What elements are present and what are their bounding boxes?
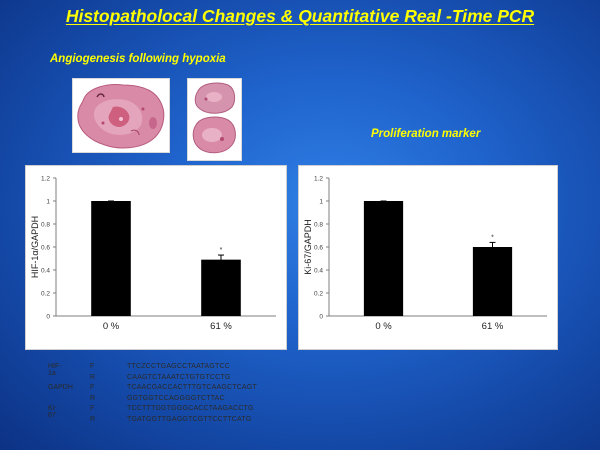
proliferation-subtitle: Proliferation marker [371, 128, 481, 140]
primer-sequence: CAAGTCTAAATCTGTGTCCTG [127, 373, 231, 381]
primer-direction: R [90, 394, 96, 402]
hif1a-significance-mark: * [220, 247, 223, 254]
ki67-y-tick-label: 1 [319, 199, 323, 206]
ki67-y-tick-label: 0.4 [314, 268, 323, 275]
ki67-bar [363, 201, 404, 316]
hif1a-y-tick-label: 1.2 [41, 176, 50, 183]
hif1a-y-tick-label: 0.2 [41, 291, 50, 298]
ki67-y-tick-label: 0.8 [314, 222, 323, 229]
primer-direction: F [90, 405, 95, 412]
ki67-y-tick-label: 0 [319, 314, 323, 321]
hif1a-y-tick-label: 1 [46, 199, 50, 206]
primer-direction: R [90, 415, 96, 423]
primer-gene: GAPDH [48, 384, 73, 391]
hif1a-chart: 0 0.2 0.4 0.6 0.8 1 1.2 HIF-1α/GAPDH 0 % * 61 % [25, 165, 287, 350]
histology-image-large [72, 78, 170, 153]
slide-title: Histopatholocal Changes & Quantitative R… [65, 6, 535, 26]
hif1a-y-tick-label: 0 [46, 314, 50, 321]
ki67-category-label: 0 % [375, 321, 392, 332]
angiogenesis-subtitle: Angiogenesis following hypoxia [50, 53, 226, 65]
histology-image-small [187, 78, 242, 161]
ki67-y-axis-label: Ki-67/GAPDH [303, 219, 313, 275]
ki67-significance-mark: * [491, 234, 494, 241]
hif1a-category-label: 0 % [103, 321, 120, 332]
primer-sequence: GGTGGTCCAGGGGTCTTAC [127, 394, 225, 402]
primer-direction: R [90, 373, 96, 381]
primer-gene: Ki-67 [48, 405, 57, 419]
ki67-y-tick-label: 1.2 [314, 176, 323, 183]
hif1a-y-tick-label: 0.8 [41, 222, 50, 229]
primer-sequence: TCAACGACCACTTTGTCAAGCTCAGT [127, 384, 258, 391]
ki67-chart-svg: 0 0.2 0.4 0.6 0.8 1 1.2 Ki-67/GAPDH 0 % * 61 % [303, 176, 547, 332]
ki67-y-tick-label: 0.2 [314, 291, 323, 298]
ki67-category-label: 61 % [482, 321, 504, 332]
hif1a-y-axis-label: HIF-1α/GAPDH [30, 216, 40, 278]
hif1a-y-tick-label: 0.6 [41, 245, 50, 252]
hif1a-bar [91, 201, 131, 316]
primer-sequence: TCCTTTGGTGGGCACCTAAGACCTG [127, 405, 254, 412]
ki67-bar [472, 247, 513, 316]
hif1a-category-label: 61 % [210, 321, 232, 332]
primer-sequence: TGATGGTTGAGGTCGTTCCTTCATG [127, 415, 252, 423]
primer-direction: F [90, 384, 95, 391]
primer-direction: F [90, 363, 95, 370]
hif1a-chart-svg: 0 0.2 0.4 0.6 0.8 1 1.2 HIF-1α/GAPDH 0 % * 61 % [30, 176, 276, 332]
ki67-y-tick-label: 0.6 [314, 245, 323, 252]
hif1a-y-tick-label: 0.4 [41, 268, 50, 275]
primer-sequence: TTCZCCTGAGCCTAATAGTCC [127, 363, 230, 370]
primer-gene: HIF-1a [48, 363, 62, 377]
ki67-chart: 0 0.2 0.4 0.6 0.8 1 1.2 Ki-67/GAPDH 0 % * 61 % [298, 165, 558, 350]
hif1a-bar [201, 259, 241, 316]
